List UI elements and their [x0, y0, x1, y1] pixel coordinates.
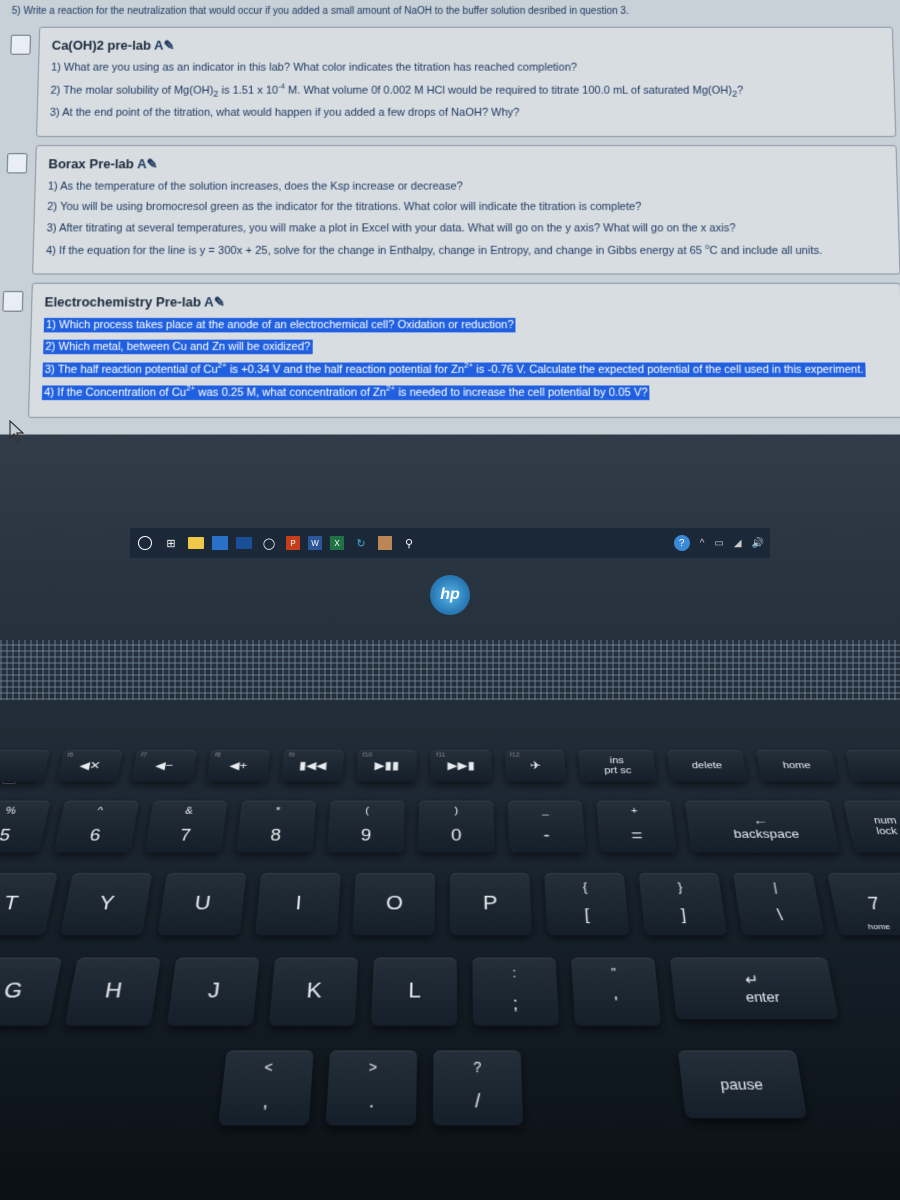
key-f8[interactable]: f8◀+: [206, 750, 270, 782]
attachment-icon[interactable]: A✎: [137, 156, 158, 171]
key-f11[interactable]: f11▶▶▮: [431, 750, 492, 782]
help-icon[interactable]: ?: [674, 535, 690, 551]
key-0[interactable]: )0: [418, 801, 494, 853]
speaker-grille: [0, 640, 900, 700]
key-bracket[interactable]: |\: [733, 873, 825, 935]
key-l[interactable]: L: [371, 958, 457, 1026]
cursor-icon: [8, 420, 26, 444]
borax-q2: 2) You will be using bromocresol green a…: [47, 199, 886, 216]
wifi-icon[interactable]: ◢: [734, 538, 742, 549]
key-pause[interactable]: pause: [678, 1050, 807, 1118]
key-f12[interactable]: f12✈: [505, 750, 567, 782]
key-bracket[interactable]: {[: [544, 873, 629, 935]
key-=[interactable]: +=: [596, 801, 677, 853]
key-5[interactable]: %5: [0, 801, 51, 853]
chrome-icon[interactable]: ◯: [260, 534, 278, 552]
key-8[interactable]: *8: [236, 801, 316, 853]
chevron-up-icon[interactable]: ^: [700, 538, 705, 549]
attachment-icon[interactable]: A✎: [154, 38, 175, 53]
key-punct[interactable]: >.: [326, 1050, 417, 1125]
key-numpad-7[interactable]: 7home: [827, 873, 900, 935]
cortana-icon[interactable]: [136, 534, 154, 552]
key-o[interactable]: O: [352, 873, 435, 935]
key-prt-sc[interactable]: insprt sc: [578, 750, 657, 782]
key-numlock[interactable]: num lock: [843, 801, 900, 853]
key-p[interactable]: P: [450, 873, 532, 935]
caoh-title: Ca(OH)2 pre-lab A✎: [52, 38, 881, 54]
mail-icon[interactable]: [236, 537, 252, 549]
hp-logo: hp: [430, 575, 470, 615]
electro-q2: 2) Which metal, between Cu and Zn will b…: [43, 338, 890, 355]
key-end[interactable]: [845, 750, 900, 782]
borax-title: Borax Pre-lab A✎: [48, 156, 884, 172]
key-semicolon[interactable]: :;: [472, 958, 559, 1026]
key-home[interactable]: home: [756, 750, 838, 782]
app-icon[interactable]: [378, 536, 392, 550]
key-j[interactable]: J: [167, 958, 260, 1026]
section-icon[interactable]: [7, 153, 28, 173]
key-f9[interactable]: f9▮◀◀: [281, 750, 344, 782]
battery-icon[interactable]: ▭: [714, 538, 723, 549]
key-delete[interactable]: delete: [667, 750, 747, 782]
section-icon[interactable]: [2, 291, 23, 312]
borax-q4: 4) If the equation for the line is y = 3…: [46, 241, 887, 260]
search-icon[interactable]: ⚲: [400, 534, 418, 552]
key-backspace[interactable]: ← backspace: [685, 801, 840, 853]
key-t[interactable]: T: [0, 873, 58, 935]
key-k[interactable]: K: [269, 958, 358, 1026]
borax-q3: 3) After titrating at several temperatur…: [46, 220, 886, 237]
attachment-icon[interactable]: A✎: [204, 294, 225, 309]
borax-q1: 1) As the temperature of the solution in…: [48, 178, 885, 195]
key-i[interactable]: I: [255, 873, 341, 935]
photos-icon[interactable]: [212, 536, 228, 550]
key-9[interactable]: (9: [327, 801, 405, 853]
key-g[interactable]: G: [0, 958, 62, 1026]
volume-icon[interactable]: 🔊: [752, 538, 764, 549]
key-f7[interactable]: f7◀−: [131, 750, 196, 782]
key-u[interactable]: U: [157, 873, 246, 935]
key-6[interactable]: ^6: [54, 801, 139, 853]
key-quote[interactable]: "': [571, 958, 661, 1026]
section-icon[interactable]: [10, 35, 31, 55]
caoh-q1: 1) What are you using as an indicator in…: [51, 60, 881, 76]
powerpoint-icon[interactable]: P: [286, 536, 300, 550]
update-icon[interactable]: ↻: [352, 534, 370, 552]
keyboard: f5f6◀✕f7◀− f8◀+ f9▮◀◀ f10▶▮▮ f11▶▶▮ f12✈ inspr…: [0, 750, 900, 1153]
key-f5[interactable]: f5: [0, 750, 50, 782]
key-h[interactable]: H: [65, 958, 161, 1026]
key-7[interactable]: &7: [145, 801, 228, 853]
caoh-q2: 2) The molar solubility of Mg(OH)2 is 1.…: [50, 80, 882, 101]
excel-icon[interactable]: X: [330, 536, 344, 550]
electro-section: Electrochemistry Pre-lab A✎ 1) Which pro…: [28, 283, 900, 417]
key-punct[interactable]: ?/: [433, 1050, 523, 1125]
explorer-icon[interactable]: [188, 537, 204, 549]
word-icon[interactable]: W: [308, 536, 322, 550]
key-enter[interactable]: ↵ enter: [670, 958, 839, 1020]
electro-q1: 1) Which process takes place at the anod…: [44, 317, 889, 334]
key-punct[interactable]: <,: [218, 1050, 313, 1125]
key-bracket[interactable]: }]: [639, 873, 727, 935]
caoh-q3: 3) At the end point of the titration, wh…: [50, 105, 883, 122]
electro-q3: 3) The half reaction potential of Cu2+ i…: [42, 360, 890, 379]
key-f6[interactable]: f6◀✕: [56, 750, 123, 782]
taskview-icon[interactable]: ⊞: [162, 534, 180, 552]
electro-q4: 4) If the Concentration of Cu2+ was 0.25…: [42, 383, 891, 402]
taskbar[interactable]: ⊞ ◯ P W X ↻ ⚲ ? ^ ▭ ◢ 🔊: [130, 528, 770, 558]
key--[interactable]: _-: [508, 801, 586, 853]
key-y[interactable]: Y: [60, 873, 152, 935]
question-5: 5) Write a reaction for the neutralizati…: [7, 4, 892, 19]
key-f10[interactable]: f10▶▮▮: [356, 750, 417, 782]
caoh-section: Ca(OH)2 pre-lab A✎ 1) What are you using…: [36, 27, 896, 137]
borax-section: Borax Pre-lab A✎ 1) As the temperature o…: [32, 145, 900, 275]
electro-title: Electrochemistry Pre-lab A✎: [44, 294, 888, 311]
